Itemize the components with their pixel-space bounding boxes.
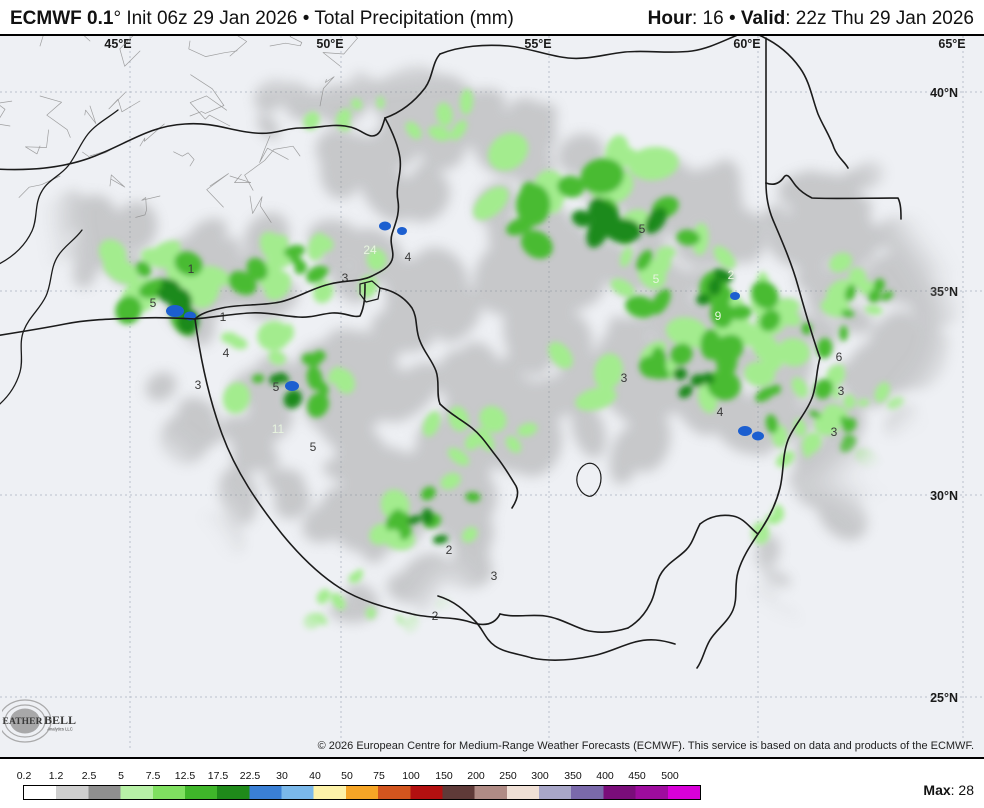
svg-text:11: 11: [272, 422, 285, 436]
svg-text:5: 5: [150, 296, 157, 310]
svg-text:BELL: BELL: [44, 713, 76, 727]
svg-text:WEATHER: WEATHER: [2, 717, 43, 727]
svg-text:1: 1: [188, 262, 195, 276]
svg-text:2: 2: [432, 609, 439, 623]
svg-text:3: 3: [838, 384, 845, 398]
svg-text:2: 2: [446, 543, 453, 557]
svg-text:3: 3: [621, 371, 628, 385]
svg-text:4: 4: [717, 405, 724, 419]
svg-text:3: 3: [342, 271, 349, 285]
svg-text:25°N: 25°N: [930, 691, 958, 705]
svg-text:50°E: 50°E: [316, 37, 343, 51]
svg-text:2: 2: [728, 268, 735, 282]
svg-text:5: 5: [653, 272, 660, 286]
svg-text:9: 9: [715, 309, 722, 323]
svg-text:3: 3: [195, 378, 202, 392]
svg-text:3: 3: [831, 425, 838, 439]
svg-text:3: 3: [491, 569, 498, 583]
svg-text:1: 1: [220, 310, 227, 324]
svg-text:65°E: 65°E: [938, 37, 965, 51]
svg-text:5: 5: [639, 222, 646, 236]
svg-text:60°E: 60°E: [733, 37, 760, 51]
svg-text:24: 24: [363, 243, 377, 257]
svg-text:6: 6: [836, 350, 843, 364]
svg-text:5: 5: [273, 380, 280, 394]
svg-text:4: 4: [223, 346, 230, 360]
svg-text:4: 4: [405, 250, 412, 264]
svg-text:Analytics LLC: Analytics LLC: [47, 727, 73, 732]
svg-text:45°E: 45°E: [104, 37, 131, 51]
svg-text:40°N: 40°N: [930, 86, 958, 100]
svg-text:5: 5: [310, 440, 317, 454]
